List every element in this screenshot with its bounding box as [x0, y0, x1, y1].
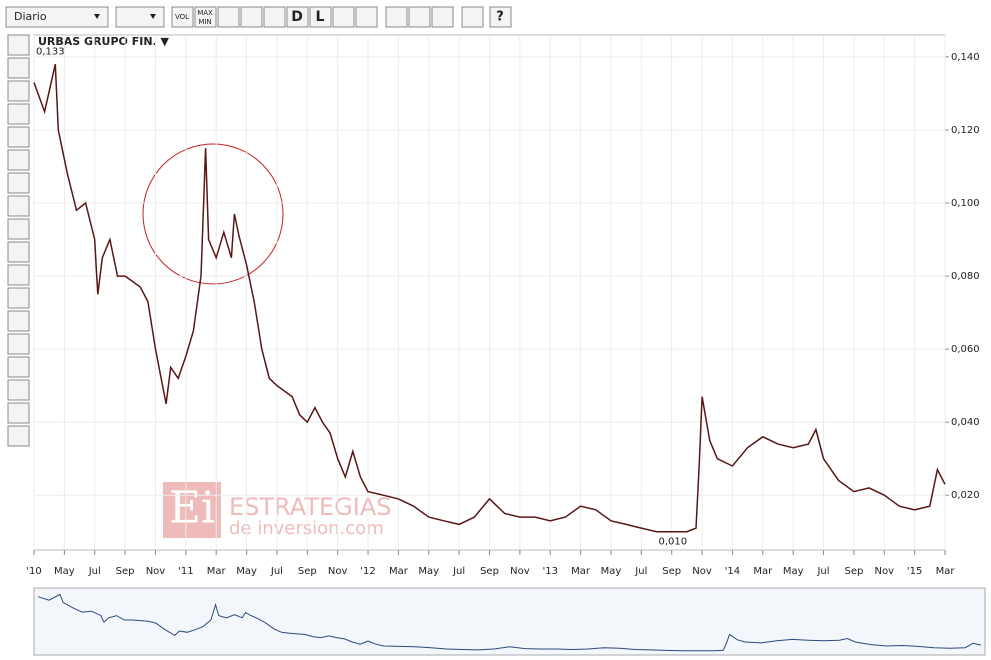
x-tick-label: Mar: [936, 566, 956, 577]
vol-button[interactable]: [171, 6, 194, 28]
drawing-tool-button[interactable]: [7, 264, 30, 286]
x-tick-label: Nov: [875, 566, 895, 577]
x-tick-label: Sep: [662, 566, 681, 577]
crosshair2-button[interactable]: [355, 6, 378, 28]
drawing-tool-button[interactable]: [7, 356, 30, 378]
y-tick-label: 0,020: [951, 490, 980, 501]
x-tick-label: May: [236, 566, 257, 577]
x-tick-label: Sep: [298, 566, 317, 577]
help-label: ?: [496, 10, 504, 25]
drawing-tool-button[interactable]: [7, 287, 30, 309]
area-button[interactable]: [263, 6, 286, 28]
x-tick-label: Jul: [452, 566, 465, 577]
drawing-tool-button[interactable]: [7, 80, 30, 102]
x-tick-label: May: [601, 566, 622, 577]
watermark-text: de inversion.com: [229, 518, 384, 539]
maxmin-button[interactable]: [194, 6, 217, 28]
drawing-tool-button[interactable]: [7, 103, 30, 125]
price-line: [33, 64, 946, 533]
x-tick-label: Mar: [571, 566, 591, 577]
y-tick-label: 0,140: [951, 52, 980, 63]
dropdown-arrow: [150, 14, 156, 19]
vol-label: VOL: [175, 13, 189, 21]
drawing-tool-button[interactable]: [7, 310, 30, 332]
drawing-tool-button[interactable]: [7, 195, 30, 217]
l-button[interactable]: [309, 6, 332, 28]
y-tick-label: 0,080: [951, 271, 980, 282]
zoom-out-button[interactable]: [408, 6, 431, 28]
x-tick-label: Jul: [634, 566, 647, 577]
x-tick-label: '10: [26, 566, 41, 577]
watermark-text: ESTRATEGIAS: [229, 493, 391, 521]
chart-title: URBAS GRUPO FIN. ▼: [38, 35, 170, 48]
y-tick-label: 0,100: [951, 198, 980, 209]
x-tick-label: '15: [907, 566, 922, 577]
period-label: Diario: [14, 10, 47, 23]
x-tick-label: May: [783, 566, 804, 577]
drawing-tool-button[interactable]: [7, 218, 30, 240]
x-tick-label: Sep: [844, 566, 863, 577]
x-tick-label: '13: [542, 566, 557, 577]
y-tick-label: 0,120: [951, 125, 980, 136]
x-tick-label: Jul: [88, 566, 101, 577]
drawing-tool-button[interactable]: [7, 34, 30, 56]
toolbar: Diario VOL MAX MIN D L ?: [5, 6, 512, 28]
watermark: Ei ESTRATEGIAS de inversion.com: [163, 482, 391, 539]
period-select[interactable]: [5, 6, 109, 28]
x-tick-label: May: [54, 566, 75, 577]
indicator-button[interactable]: [385, 6, 408, 28]
x-tick-label: Nov: [510, 566, 530, 577]
zoom-in-button[interactable]: [431, 6, 454, 28]
dropdown-arrow: [94, 14, 100, 19]
drawing-tool-button[interactable]: [7, 425, 30, 447]
l-label: L: [316, 9, 325, 25]
x-tick-label: May: [418, 566, 439, 577]
watermark-logo-box: [163, 482, 221, 538]
drawing-tool-button[interactable]: [7, 57, 30, 79]
help-button[interactable]: [489, 6, 512, 28]
d-label: D: [291, 9, 303, 25]
drawing-tool-button[interactable]: [7, 379, 30, 401]
chart-type-select[interactable]: [115, 6, 165, 28]
x-tick-label: '14: [725, 566, 740, 577]
x-tick-label: Jul: [270, 566, 283, 577]
x-tick-label: Jul: [816, 566, 829, 577]
min-label: MIN: [198, 18, 211, 26]
drawing-tool-button[interactable]: [7, 333, 30, 355]
print-button[interactable]: [461, 6, 484, 28]
crosshair-button[interactable]: [332, 6, 355, 28]
x-tick-label: Sep: [480, 566, 499, 577]
drawing-tool-button[interactable]: [7, 172, 30, 194]
x-tick-label: Nov: [146, 566, 166, 577]
navigator-line: [37, 593, 982, 652]
drawing-tool-button[interactable]: [7, 149, 30, 171]
x-tick-label: Mar: [753, 566, 773, 577]
drawing-tool-button[interactable]: [7, 241, 30, 263]
price-annotation: 0,010: [659, 537, 688, 548]
x-tick-label: '11: [178, 566, 193, 577]
grid-button[interactable]: [217, 6, 240, 28]
y-tick-label: 0,060: [951, 344, 980, 355]
x-tick-label: Mar: [207, 566, 227, 577]
price-annotation: 0,133: [36, 46, 65, 57]
x-tick-label: '12: [360, 566, 375, 577]
x-tick-label: Mar: [389, 566, 409, 577]
y-tick-label: 0,040: [951, 417, 980, 428]
navigator[interactable]: [33, 587, 986, 656]
x-tick-label: Nov: [692, 566, 712, 577]
x-tick-label: Nov: [328, 566, 348, 577]
d-button[interactable]: [286, 6, 309, 28]
watermark-logo: Ei: [169, 483, 215, 534]
highlight-circle: [142, 143, 284, 285]
percent-button[interactable]: [240, 6, 263, 28]
drawing-tool-button[interactable]: [7, 402, 30, 424]
drawing-tool-button[interactable]: [7, 126, 30, 148]
x-tick-label: Sep: [116, 566, 135, 577]
max-label: MAX: [197, 9, 213, 17]
